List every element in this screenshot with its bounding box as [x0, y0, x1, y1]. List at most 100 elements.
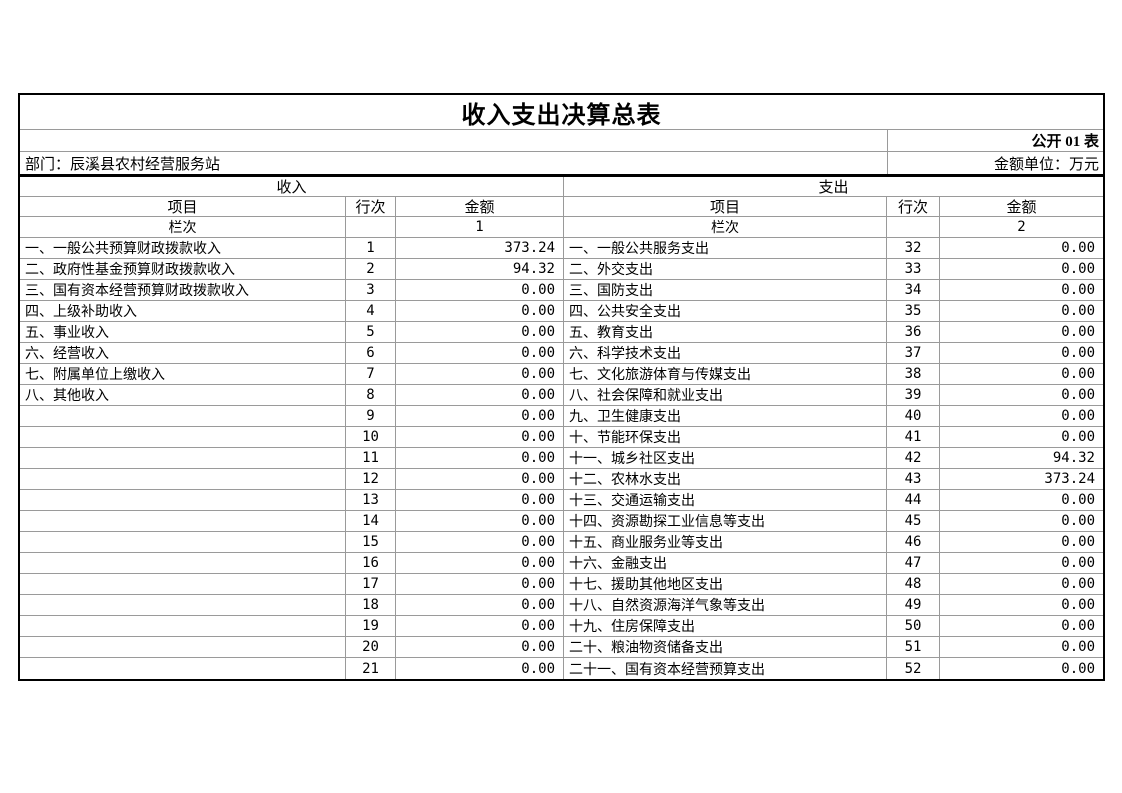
expense-item-header: 项目	[564, 197, 887, 216]
expense-amount-cell: 0.00	[1061, 597, 1095, 613]
expense-rowno-cell: 45	[887, 511, 940, 531]
expense-amount-cell: 0.00	[1061, 618, 1095, 634]
section-band-row: 收入 支出	[20, 177, 1103, 197]
column-index-row: 栏次 1 栏次 2	[20, 217, 1103, 238]
table-number-label: 公开 01 表	[1031, 134, 1099, 150]
income-rowno-cell: 6	[346, 343, 396, 363]
income-amount-cell: 0.00	[396, 448, 564, 468]
title-row: 收入支出决算总表	[20, 95, 1103, 130]
table-row: 9 0.00 九、卫生健康支出 40 0.00	[20, 406, 1103, 427]
income-amount-cell: 94.32	[396, 259, 564, 279]
expense-rowno-cell: 43	[887, 469, 940, 489]
expense-amount-cell: 0.00	[1061, 345, 1095, 361]
income-amount-cell: 0.00	[396, 511, 564, 531]
table-row: 11 0.00 十一、城乡社区支出 42 94.32	[20, 448, 1103, 469]
final-accounts-table: 收入支出决算总表 公开 01 表 部门：辰溪县农村经营服务站 金额单位：万元 收…	[18, 93, 1105, 681]
income-item-cell: 六、经营收入	[20, 343, 346, 363]
expense-column-spacer	[887, 217, 940, 237]
income-amount-cell: 373.24	[396, 238, 564, 258]
income-item-cell	[20, 637, 346, 657]
expense-rowno-cell: 48	[887, 574, 940, 594]
expense-amount-cell: 0.00	[1061, 555, 1095, 571]
income-amount-header: 金额	[396, 197, 564, 216]
income-item-cell	[20, 448, 346, 468]
expense-rowno-cell: 49	[887, 595, 940, 615]
income-item-cell: 七、附属单位上缴收入	[20, 364, 346, 384]
table-row: 13 0.00 十三、交通运输支出 44 0.00	[20, 490, 1103, 511]
income-amount-cell: 0.00	[396, 637, 564, 657]
income-amount-cell: 0.00	[396, 385, 564, 405]
income-rowno-cell: 3	[346, 280, 396, 300]
income-rowno-cell: 13	[346, 490, 396, 510]
income-item-cell: 二、政府性基金预算财政拨款收入	[20, 259, 346, 279]
income-amount-cell: 0.00	[396, 595, 564, 615]
expense-item-cell: 十九、住房保障支出	[564, 616, 887, 636]
expense-rowno-cell: 38	[887, 364, 940, 384]
table-label-row: 公开 01 表	[20, 130, 1103, 152]
expense-rowno-cell: 41	[887, 427, 940, 447]
table-row: 14 0.00 十四、资源勘探工业信息等支出 45 0.00	[20, 511, 1103, 532]
expense-amount-cell: 0.00	[1061, 282, 1095, 298]
income-item-cell: 八、其他收入	[20, 385, 346, 405]
expense-amount-cell: 0.00	[1061, 324, 1095, 340]
expense-item-cell: 十八、自然资源海洋气象等支出	[564, 595, 887, 615]
table-label-spacer	[20, 130, 888, 151]
expense-rowno-cell: 46	[887, 532, 940, 552]
income-item-cell	[20, 574, 346, 594]
income-rowno-header: 行次	[346, 197, 396, 216]
income-item-cell: 三、国有资本经营预算财政拨款收入	[20, 280, 346, 300]
expense-item-cell: 十七、援助其他地区支出	[564, 574, 887, 594]
income-rowno-cell: 18	[346, 595, 396, 615]
expense-amount-cell: 373.24	[1044, 471, 1095, 487]
income-item-cell	[20, 511, 346, 531]
income-rowno-cell: 21	[346, 658, 396, 679]
income-item-cell	[20, 595, 346, 615]
expense-section-header: 支出	[818, 180, 849, 196]
expense-item-cell: 三、国防支出	[564, 280, 887, 300]
expense-amount-cell: 0.00	[1061, 429, 1095, 445]
income-item-cell: 四、上级补助收入	[20, 301, 346, 321]
expense-amount-cell: 0.00	[1061, 366, 1095, 382]
income-column-spacer	[346, 217, 396, 237]
table-row: 17 0.00 十七、援助其他地区支出 48 0.00	[20, 574, 1103, 595]
expense-item-cell: 二十、粮油物资储备支出	[564, 637, 887, 657]
table-row: 18 0.00 十八、自然资源海洋气象等支出 49 0.00	[20, 595, 1103, 616]
expense-amount-cell: 0.00	[1061, 408, 1095, 424]
income-rowno-cell: 11	[346, 448, 396, 468]
expense-rowno-cell: 52	[887, 658, 940, 679]
expense-item-cell: 十四、资源勘探工业信息等支出	[564, 511, 887, 531]
expense-amount-cell: 0.00	[1061, 303, 1095, 319]
income-amount-cell: 0.00	[396, 574, 564, 594]
income-rowno-cell: 5	[346, 322, 396, 342]
expense-amount-cell: 0.00	[1061, 261, 1095, 277]
table-row: 四、上级补助收入 4 0.00 四、公共安全支出 35 0.00	[20, 301, 1103, 322]
income-rowno-cell: 19	[346, 616, 396, 636]
expense-item-cell: 十三、交通运输支出	[564, 490, 887, 510]
expense-item-cell: 四、公共安全支出	[564, 301, 887, 321]
expense-amount-cell: 94.32	[1052, 450, 1095, 466]
expense-item-cell: 十六、金融支出	[564, 553, 887, 573]
income-column-label: 栏次	[20, 217, 346, 237]
expense-amount-cell: 0.00	[1061, 513, 1095, 529]
table-row: 二、政府性基金预算财政拨款收入 2 94.32 二、外交支出 33 0.00	[20, 259, 1103, 280]
table-body: 一、一般公共预算财政拨款收入 1 373.24 一、一般公共服务支出 32 0.00 二、政…	[20, 238, 1103, 679]
income-rowno-cell: 9	[346, 406, 396, 426]
expense-item-cell: 九、卫生健康支出	[564, 406, 887, 426]
income-rowno-cell: 16	[346, 553, 396, 573]
table-row: 19 0.00 十九、住房保障支出 50 0.00	[20, 616, 1103, 637]
column-header-row: 项目 行次 金额 项目 行次 金额	[20, 197, 1103, 217]
income-rowno-cell: 8	[346, 385, 396, 405]
expense-rowno-cell: 33	[887, 259, 940, 279]
expense-amount-cell: 0.00	[1061, 639, 1095, 655]
expense-item-cell: 七、文化旅游体育与传媒支出	[564, 364, 887, 384]
table-row: 15 0.00 十五、商业服务业等支出 46 0.00	[20, 532, 1103, 553]
expense-item-cell: 一、一般公共服务支出	[564, 238, 887, 258]
expense-item-cell: 五、教育支出	[564, 322, 887, 342]
expense-amount-cell: 0.00	[1061, 240, 1095, 256]
expense-rowno-cell: 39	[887, 385, 940, 405]
expense-rowno-cell: 50	[887, 616, 940, 636]
expense-rowno-cell: 32	[887, 238, 940, 258]
expense-amount-cell: 0.00	[1061, 387, 1095, 403]
income-rowno-cell: 7	[346, 364, 396, 384]
